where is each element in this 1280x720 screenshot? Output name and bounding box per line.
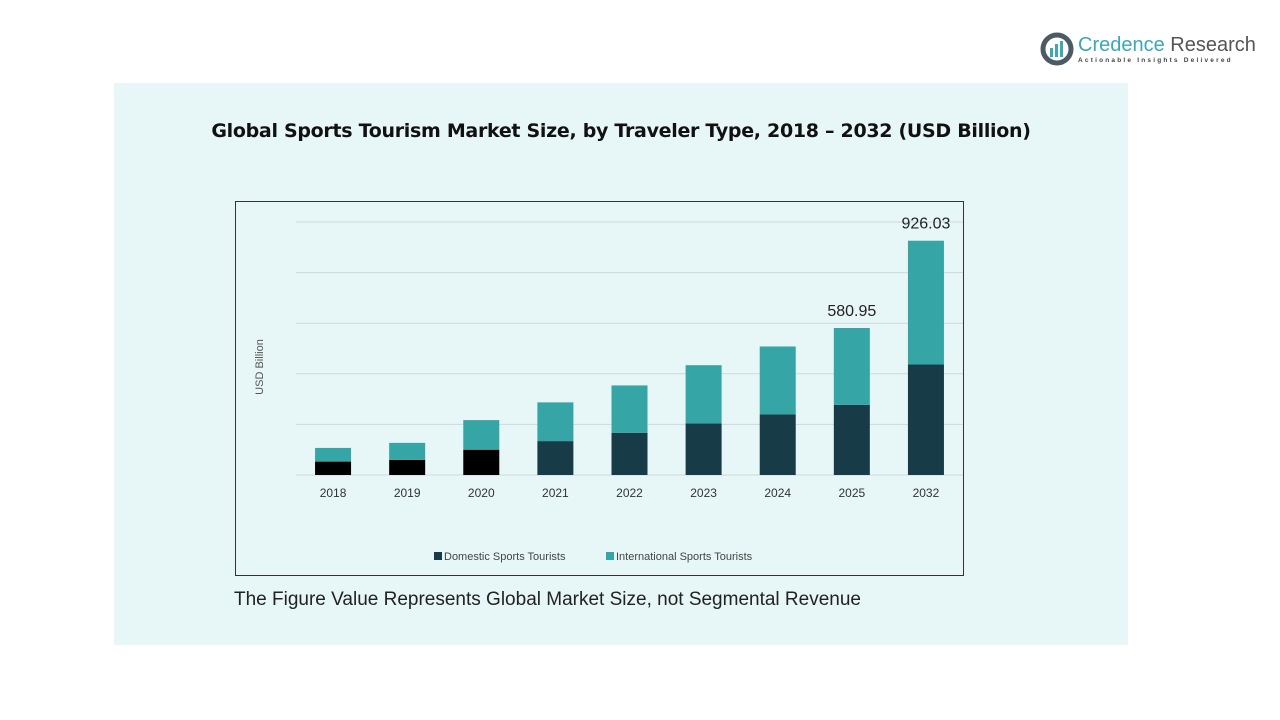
x-tick-label: 2032 [913, 486, 940, 500]
bar-domestic-2021 [537, 441, 574, 475]
x-tick-label: 2024 [764, 486, 791, 500]
bar-domestic-2032 [907, 364, 944, 475]
x-tick-label: 2021 [542, 486, 569, 500]
legend-label: International Sports Tourists [616, 551, 753, 563]
bar-chart: 2018 2019 2020 2021 2022 2023 2024 2025 580.95 20… [254, 216, 963, 563]
logo-name-2: Research [1170, 34, 1256, 56]
x-tick-label: 2020 [468, 486, 495, 500]
bar-international-2019 [389, 442, 426, 460]
bar-international-2032 [907, 240, 944, 365]
data-label-2025: 580.95 [827, 303, 876, 320]
bar-domestic-2022 [611, 432, 648, 475]
logo-tagline: Actionable Insights Delivered [1078, 57, 1233, 64]
y-axis-label: USD Billion [254, 339, 266, 395]
x-tick-label: 2023 [690, 486, 717, 500]
chart-title: Global Sports Tourism Market Size, by Tr… [211, 120, 1031, 142]
bar-international-2020 [463, 420, 500, 450]
data-label-2032: 926.03 [901, 216, 950, 233]
bar-domestic-2020 [463, 449, 500, 475]
chart-panel [114, 83, 1128, 645]
chart-frame: 2018 2019 2020 2021 2022 2023 2024 2025 580.95 20… [235, 201, 964, 576]
x-tick-label: 2022 [616, 486, 643, 500]
bar-domestic-2018 [315, 461, 352, 475]
x-tick-label: 2018 [320, 486, 347, 500]
bar-international-2018 [315, 447, 352, 462]
logo: Credence Research Actionable Insights De… [1040, 32, 1256, 66]
logo-name-1: Credence [1078, 34, 1165, 56]
bar-international-2025 [833, 328, 870, 405]
bar-international-2022 [611, 385, 648, 433]
logo-icon [1040, 32, 1074, 66]
footnote: The Figure Value Represents Global Marke… [234, 589, 861, 610]
bar-international-2021 [537, 402, 574, 442]
bar-domestic-2024 [759, 414, 796, 475]
legend-swatch [434, 552, 442, 560]
bar-domestic-2023 [685, 423, 722, 475]
x-tick-label: 2025 [838, 486, 865, 500]
legend-swatch [606, 552, 614, 560]
legend-label: Domestic Sports Tourists [444, 551, 566, 563]
bar-international-2023 [685, 365, 722, 424]
bar-domestic-2025 [833, 404, 870, 475]
x-tick-label: 2019 [394, 486, 421, 500]
bar-domestic-2019 [389, 459, 426, 475]
bar-international-2024 [759, 346, 796, 415]
